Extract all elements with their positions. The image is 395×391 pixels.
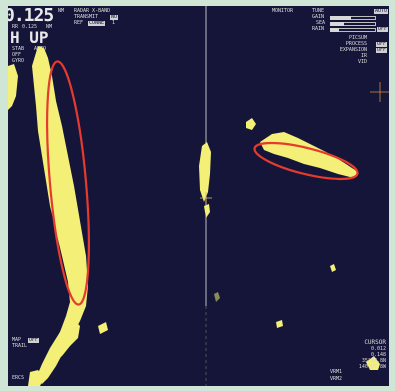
tune-label: TUNE xyxy=(312,8,325,14)
vrm1-label[interactable]: VRM1 xyxy=(330,369,343,375)
map-value: OFF xyxy=(28,337,40,343)
gain-level xyxy=(330,16,351,20)
sea-label: SEA xyxy=(316,20,326,26)
sea-level xyxy=(330,22,344,26)
off-label: OFF xyxy=(12,52,22,58)
stab-label: STAB xyxy=(12,46,25,52)
ref-label: REF xyxy=(74,20,84,26)
bottom-left-echo xyxy=(28,370,44,386)
range-value[interactable]: 0.125 xyxy=(8,6,54,26)
setting-ir-label[interactable]: IR xyxy=(360,53,367,59)
ref-number: 1 xyxy=(112,20,116,26)
tune-mode[interactable]: AUTO xyxy=(374,8,389,14)
setting-process-label[interactable]: PROCESS xyxy=(345,41,367,47)
small-echo-6 xyxy=(214,292,220,302)
center-echo xyxy=(199,142,211,202)
setting-picsum-label[interactable]: PICSUM xyxy=(348,35,367,41)
rain-level xyxy=(330,28,339,32)
rings-value: 0.125 xyxy=(22,24,38,30)
small-echo-1 xyxy=(246,118,256,130)
cursor-label: CURSOR xyxy=(364,339,386,346)
small-echo-4 xyxy=(330,264,336,272)
gyro-label: GYRO xyxy=(12,58,25,64)
rings-label: RR xyxy=(12,24,19,30)
small-echo-2 xyxy=(98,322,108,334)
setting-process-value: OFF xyxy=(375,41,387,47)
center-echo-2 xyxy=(204,204,210,218)
orientation-mode[interactable]: H UP xyxy=(10,28,49,47)
auto-label: AUTO xyxy=(34,46,47,52)
range-unit: NM xyxy=(58,8,65,14)
gain-label: GAIN xyxy=(312,14,325,20)
ring-unit: NM xyxy=(46,24,53,30)
setting-expansion-label[interactable]: EXPANSION xyxy=(339,47,367,53)
radar-display[interactable]: 0.125 NM RR 0.125 NM H UP STAB AUTO OFF … xyxy=(8,6,389,386)
radar-echo-layer xyxy=(8,6,389,386)
transmit-value[interactable]: NO xyxy=(110,14,119,20)
rain-label: RAIN xyxy=(312,26,325,32)
left-edge-echo xyxy=(8,64,18,110)
monitor-label: MONITOR xyxy=(272,8,294,14)
setting-vid-label[interactable]: VID xyxy=(357,59,367,65)
cursor-lon: 140°27.8W xyxy=(358,364,386,370)
cursor-line1: 0.012 xyxy=(370,346,386,352)
highlight-ellipse-left xyxy=(46,60,90,306)
rain-state[interactable]: OFF xyxy=(377,26,389,32)
right-spit-echo xyxy=(260,132,358,178)
ercs-label: ERCS xyxy=(12,375,25,381)
map-label[interactable]: MAP xyxy=(12,337,22,343)
highlight-ellipse-right xyxy=(253,141,359,181)
small-echo-3 xyxy=(276,320,283,328)
trail-label[interactable]: TRAIL xyxy=(12,343,28,349)
radar-band: RADAR X-BAND xyxy=(74,8,111,14)
cursor-lat: 35°28.8N xyxy=(361,358,386,364)
cursor-cross-icon[interactable] xyxy=(370,82,389,102)
small-echo-5 xyxy=(366,356,380,370)
vrm2-label[interactable]: VRM2 xyxy=(330,376,343,382)
cursor-line2: 0.148 xyxy=(370,352,386,358)
transmit-label: TRANSMIT xyxy=(74,14,99,20)
left-coast-echo-lower xyxy=(48,318,80,362)
setting-expansion-value: OFF xyxy=(375,47,387,53)
own-ship-marker-icon xyxy=(200,192,212,204)
ref-value[interactable]: CONNE xyxy=(88,20,106,26)
